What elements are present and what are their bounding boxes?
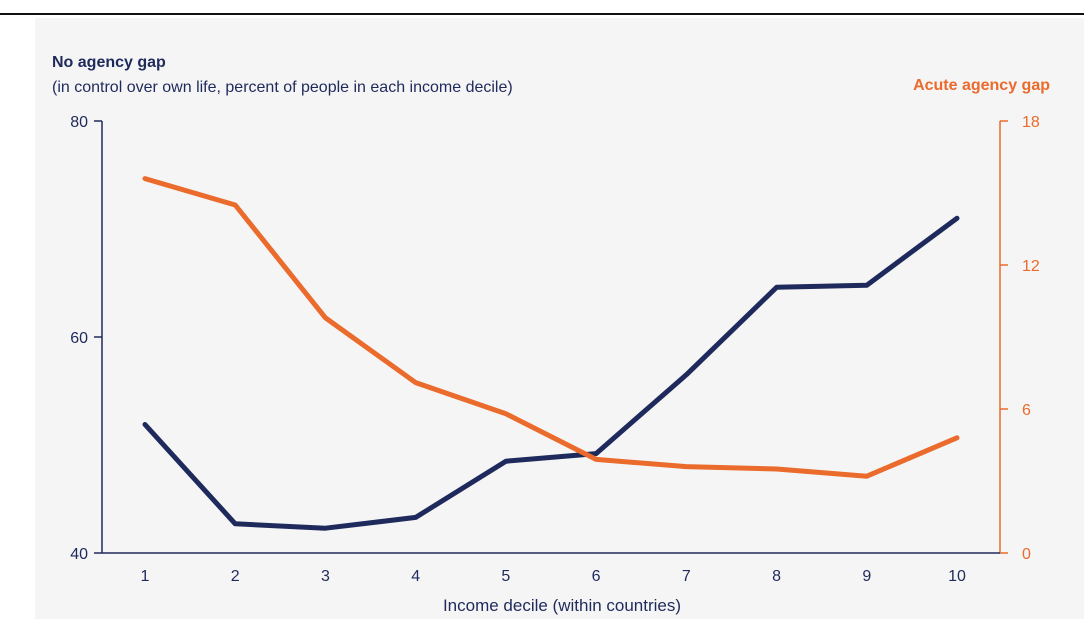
x-tick-label: 7 xyxy=(682,568,691,585)
point-no-agency-gap xyxy=(684,372,689,377)
point-no-agency-gap xyxy=(864,283,869,288)
x-tick-label: 4 xyxy=(411,568,420,585)
point-no-agency-gap xyxy=(955,216,960,221)
right-axis-ticks: 0 6 12 18 xyxy=(1000,114,1040,563)
point-acute-agency-gap xyxy=(143,176,148,181)
x-tick-label: 2 xyxy=(231,568,240,585)
point-acute-agency-gap xyxy=(503,411,508,416)
x-tick-label: 1 xyxy=(141,568,150,585)
point-acute-agency-gap xyxy=(233,203,238,208)
chart-background xyxy=(35,18,1084,619)
series-line-acute-agency-gap xyxy=(142,176,960,479)
left-tick-label: 80 xyxy=(70,114,88,131)
series-line-no-agency-gap xyxy=(142,215,960,531)
left-tick-label: 40 xyxy=(70,546,88,563)
point-no-agency-gap xyxy=(143,422,148,427)
left-axis-title: No agency gap xyxy=(52,54,166,71)
x-axis-ticks: 1 2 3 4 5 6 7 8 9 10 xyxy=(141,568,966,585)
x-tick-label: 10 xyxy=(948,568,966,585)
x-tick-label: 6 xyxy=(592,568,601,585)
point-no-agency-gap xyxy=(413,515,418,520)
point-acute-agency-gap xyxy=(323,315,328,320)
point-no-agency-gap xyxy=(594,451,599,456)
point-acute-agency-gap xyxy=(955,435,960,440)
point-no-agency-gap xyxy=(503,459,508,464)
right-tick-label: 18 xyxy=(1022,114,1040,131)
x-tick-label: 8 xyxy=(772,568,781,585)
right-tick-label: 12 xyxy=(1022,258,1040,275)
series-layer xyxy=(142,176,960,531)
right-tick-label: 0 xyxy=(1022,546,1031,563)
right-axis-title: Acute agency gap xyxy=(913,77,1050,94)
x-tick-label: 9 xyxy=(862,568,871,585)
point-acute-agency-gap xyxy=(684,464,689,469)
x-tick-label: 5 xyxy=(501,568,510,585)
x-tick-label: 3 xyxy=(321,568,330,585)
point-acute-agency-gap xyxy=(413,380,418,385)
point-acute-agency-gap xyxy=(594,457,599,462)
point-no-agency-gap xyxy=(323,526,328,531)
right-tick-label: 6 xyxy=(1022,402,1031,419)
point-acute-agency-gap xyxy=(864,474,869,479)
point-no-agency-gap xyxy=(774,285,779,290)
top-rule xyxy=(0,13,1084,15)
left-axis-ticks: 40 60 80 xyxy=(70,114,102,563)
x-axis-label: Income decile (within countries) xyxy=(443,596,681,615)
left-tick-label: 60 xyxy=(70,330,88,347)
left-axis-subtitle: (in control over own life, percent of pe… xyxy=(52,79,513,96)
point-acute-agency-gap xyxy=(774,467,779,472)
point-no-agency-gap xyxy=(233,521,238,526)
